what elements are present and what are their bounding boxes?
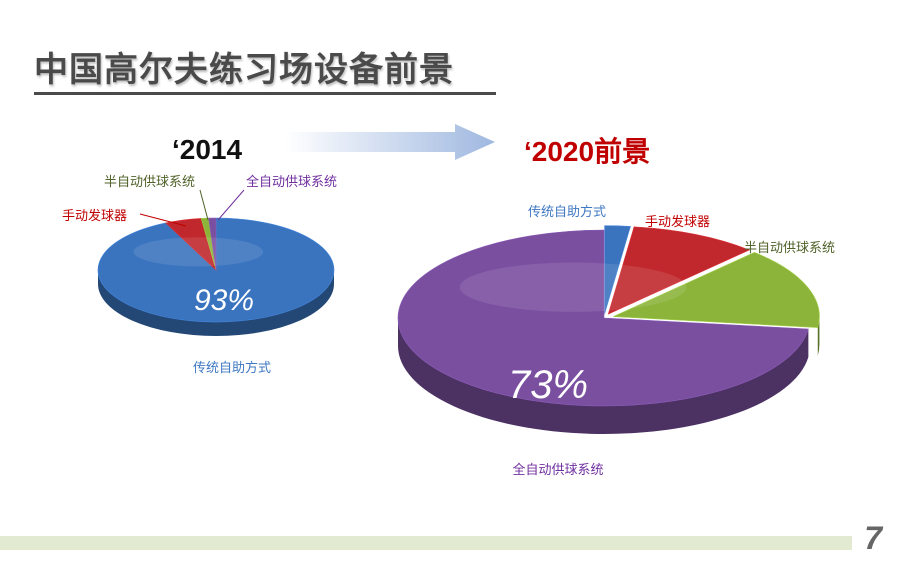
pie-gloss-0 (133, 237, 264, 267)
category-label-0-1: 手动发球器 (62, 208, 127, 224)
pie-slice-side-1-3 (398, 318, 809, 435)
footer-bar (0, 536, 852, 550)
pie-slice-1-0 (604, 225, 631, 314)
arrow-right-icon (285, 124, 495, 160)
pie-slice-side-0-0 (98, 270, 334, 336)
pie-slice-1-3 (397, 229, 809, 407)
slide-title: 中国高尔夫练习场设备前景 (34, 50, 454, 90)
leader-line-0-3 (217, 189, 245, 221)
title-underline (34, 92, 496, 95)
pie-gloss-1 (459, 262, 687, 312)
leader-line-0-2 (199, 189, 209, 221)
pie-chart-0: 传统自助方式 手动发球器 半自动供球系统 全自动供球系统 93% (62, 174, 337, 376)
chart-title-2020: ‘2020前景 (524, 136, 651, 167)
pie-slice-1-1 (607, 226, 751, 315)
page-number: 7 (864, 520, 882, 556)
category-label-1-3: 全自动供球系统 (512, 462, 603, 478)
chart-title-2014: ‘2014 (172, 134, 243, 165)
pie-slice-0-3 (208, 217, 217, 271)
category-label-0-2: 半自动供球系统 (104, 175, 195, 190)
category-label-1-2: 半自动供球系统 (744, 241, 835, 256)
category-label-0-3: 全自动供球系统 (246, 174, 337, 190)
leader-line-0-1 (139, 213, 187, 227)
pie-slice-1-2 (613, 252, 820, 328)
category-label-1-0: 传统自助方式 (528, 204, 606, 220)
category-label-0-0: 传统自助方式 (193, 360, 271, 376)
category-label-1-1: 手动发球器 (645, 214, 710, 230)
value-label-0-0: 93% (194, 284, 254, 317)
value-label-1-3: 73% (508, 363, 588, 407)
